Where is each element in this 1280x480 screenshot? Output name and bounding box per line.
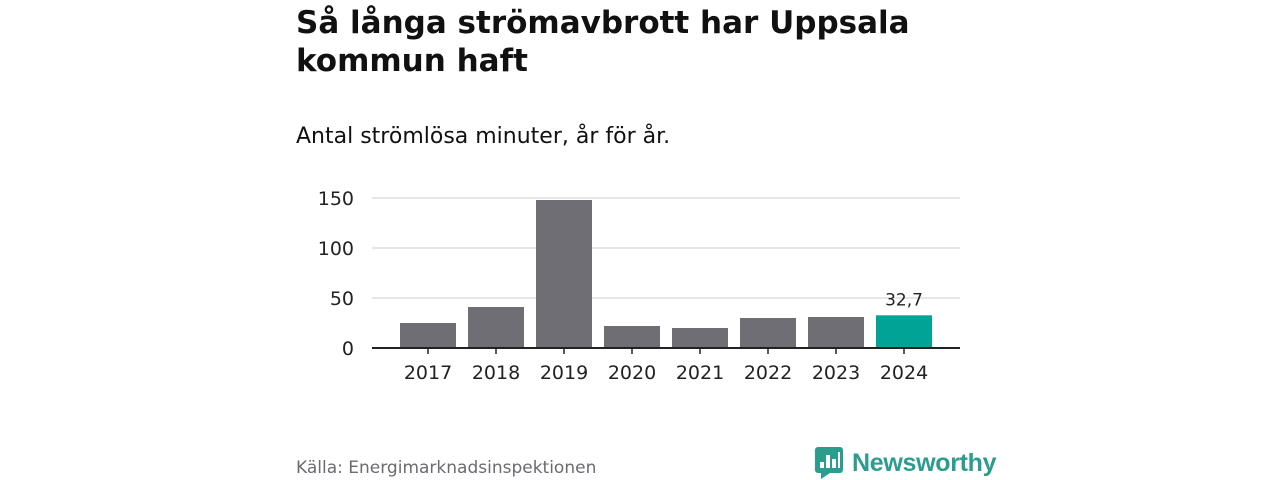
brand-logo: Newsworthy xyxy=(815,446,997,480)
x-tick-label: 2023 xyxy=(812,362,860,384)
data-label: 32,7 xyxy=(885,290,923,310)
y-tick-label: 100 xyxy=(318,238,354,260)
bar xyxy=(536,200,592,348)
bar xyxy=(672,328,728,348)
y-tick-label: 150 xyxy=(318,188,354,210)
chart-title: Så långa strömavbrott har Uppsala kommun… xyxy=(296,5,910,79)
x-tick-label: 2018 xyxy=(472,362,520,384)
bar-highlight xyxy=(876,315,932,348)
x-tick-label: 2017 xyxy=(404,362,452,384)
x-tick-label: 2022 xyxy=(744,362,792,384)
newsworthy-logo-icon xyxy=(815,447,843,479)
x-tick-label: 2024 xyxy=(880,362,928,384)
brand-name: Newsworthy xyxy=(852,448,997,477)
x-tick-label: 2019 xyxy=(540,362,588,384)
bar xyxy=(740,318,796,348)
bar xyxy=(808,317,864,348)
bar xyxy=(604,326,660,348)
bar xyxy=(468,307,524,348)
source-note: Källa: Energimarknadsinspektionen xyxy=(296,458,597,478)
y-tick-label: 50 xyxy=(330,288,354,310)
bar xyxy=(400,323,456,348)
x-tick-label: 2021 xyxy=(676,362,724,384)
y-tick-label: 0 xyxy=(342,338,354,360)
x-tick-label: 2020 xyxy=(608,362,656,384)
chart-subtitle: Antal strömlösa minuter, år för år. xyxy=(296,124,671,149)
bar-chart: 0 50 100 150 2017 2018 2019 2020 2021 2022 2023 202… xyxy=(318,188,960,384)
